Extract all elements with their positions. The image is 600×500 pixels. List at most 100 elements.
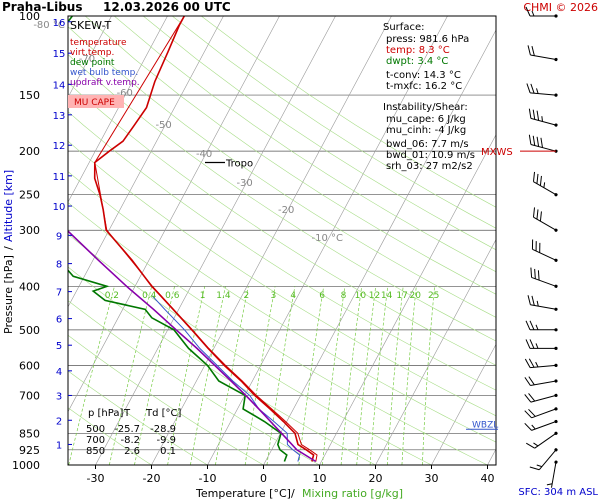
x-axis-label-sep: / xyxy=(291,487,295,500)
wind-barb-full xyxy=(528,393,536,402)
surface-tmxfc: t-mxfc: 16.2 °C xyxy=(386,81,462,92)
wind-barb-full xyxy=(532,171,536,182)
mixing-ratio-label: 0.2 xyxy=(105,291,119,301)
virtual-temperature-line xyxy=(94,16,318,462)
wind-barb-base xyxy=(554,93,558,97)
wind-barb-base xyxy=(554,193,558,197)
isotherm-line xyxy=(68,16,168,203)
temp-tick-label: 0 xyxy=(260,472,267,485)
isotherm-label: -50 xyxy=(155,120,171,131)
temp-tick-label: -20 xyxy=(143,472,161,485)
mixing-ratio-label: 10 xyxy=(355,291,367,301)
table-cell: -8.2 xyxy=(120,435,140,446)
altitude-tick-label: 15 xyxy=(53,49,66,60)
sounding-datetime: 12.03.2026 00 UTC xyxy=(103,0,231,14)
wind-barb-base xyxy=(554,57,558,62)
pressure-tick-label: 300 xyxy=(19,224,40,237)
wind-barb-base xyxy=(554,460,558,464)
table-header-p: p [hPa] xyxy=(88,408,123,419)
mixing-ratio-line xyxy=(167,286,206,465)
wind-barb-staff xyxy=(530,364,557,369)
wind-barb-base xyxy=(554,123,558,127)
wind-barb-full xyxy=(531,295,535,306)
mixing-ratio-label: 12 xyxy=(369,291,380,301)
surface-dwpt: dwpt: 3.4 °C xyxy=(386,56,448,67)
isotherm-label: -30 xyxy=(236,178,252,189)
profile-series xyxy=(68,16,318,463)
wind-barb xyxy=(525,6,558,18)
wind-barb-half xyxy=(535,343,539,349)
mu-cinh-value: mu_cinh: -4 J/kg xyxy=(386,125,466,136)
y-axis-label-pressure: Pressure [hPa] xyxy=(2,255,15,334)
wind-barbs xyxy=(524,6,558,488)
pressure-tick-label: 850 xyxy=(19,427,40,440)
altitude-tick-label: 6 xyxy=(56,315,62,326)
wind-barb xyxy=(524,358,558,369)
mixing-ratio-label: 4 xyxy=(290,291,296,301)
mixing-ratio-line xyxy=(356,286,377,465)
mixing-ratio-label: 17 xyxy=(396,291,407,301)
pressure-axis: 100 150 200 250 300 400 500 600 700 850 925 1000 xyxy=(12,10,40,472)
wind-barb xyxy=(527,295,558,311)
mixing-ratio-label: 2 xyxy=(243,291,249,301)
isotherm-line xyxy=(319,134,496,465)
wind-barb-full xyxy=(539,175,542,186)
wind-barb-full xyxy=(534,268,536,279)
isotherm-line xyxy=(263,29,496,465)
y-axis-label-altitude: Altitude [km] xyxy=(2,170,15,242)
mu-cape-label: MU CAPE xyxy=(74,98,115,108)
altitude-tick-label: 16 xyxy=(53,18,66,29)
dry-adiabat-line xyxy=(201,16,496,208)
pressure-tick-label: 500 xyxy=(19,324,40,337)
wind-barb-half xyxy=(541,116,543,122)
wind-barb-full xyxy=(524,394,532,403)
temp-tick-label: 40 xyxy=(481,472,495,485)
table-cell: 2.6 xyxy=(124,446,140,457)
mixing-ratio-line xyxy=(215,286,249,465)
wind-barb-half xyxy=(531,10,535,17)
wind-barb-base xyxy=(554,431,558,435)
temp-tick-label: -30 xyxy=(87,472,105,485)
wind-barb-full xyxy=(536,136,540,147)
legend-temperature: temperature xyxy=(70,38,127,48)
wind-barb-full xyxy=(527,295,531,305)
legend-dew-point: dew point xyxy=(70,58,115,68)
isotherm-line xyxy=(68,16,224,308)
isotherm-label: -40 xyxy=(196,149,212,160)
wind-barb-full xyxy=(539,242,541,253)
wind-barb xyxy=(527,45,558,62)
wind-barb-full xyxy=(535,241,537,252)
wind-barb-base xyxy=(554,14,558,18)
isotherm-label: -10 °C xyxy=(311,233,343,244)
altitude-tick-label: 9 xyxy=(56,231,62,242)
copyright: CHMI © 2026 xyxy=(523,1,598,14)
legend-title: SKEW-T xyxy=(70,19,112,32)
wind-barb xyxy=(525,339,558,350)
wind-barb-base xyxy=(554,419,558,424)
wind-barb xyxy=(524,393,558,403)
wind-barb-base xyxy=(554,228,558,232)
wind-barb-staff xyxy=(531,421,557,431)
temperature-axis: -30 -20 -10 0 10 20 30 40 xyxy=(87,465,495,485)
wind-barb-full xyxy=(528,408,536,417)
pressure-tick-label: 700 xyxy=(19,389,40,402)
srh-03-value: srh_03: 27 m2/s2 xyxy=(386,161,473,172)
wind-barb xyxy=(526,83,558,97)
tropopause-label: Tropo xyxy=(225,159,253,170)
dry-adiabat-line xyxy=(68,407,152,465)
wind-barb-base xyxy=(554,284,558,288)
table-cell: -25.7 xyxy=(114,424,140,435)
wind-barb-full xyxy=(537,270,540,281)
altitude-tick-label: 11 xyxy=(53,172,66,183)
wind-barb-full xyxy=(530,83,535,94)
mixing-ratio-label: 20 xyxy=(410,291,422,301)
surface-press: press: 981.6 hPa xyxy=(386,34,469,45)
y-axis-label-sep: / xyxy=(2,246,15,250)
mixing-ratio-line xyxy=(386,286,404,465)
dry-adiabat-line xyxy=(114,16,496,273)
wind-barb-base xyxy=(554,258,558,262)
legend: SKEW-T temperature virt.temp. dew point … xyxy=(68,19,140,108)
altitude-tick-label: 14 xyxy=(53,80,66,91)
wind-barb xyxy=(524,407,558,419)
